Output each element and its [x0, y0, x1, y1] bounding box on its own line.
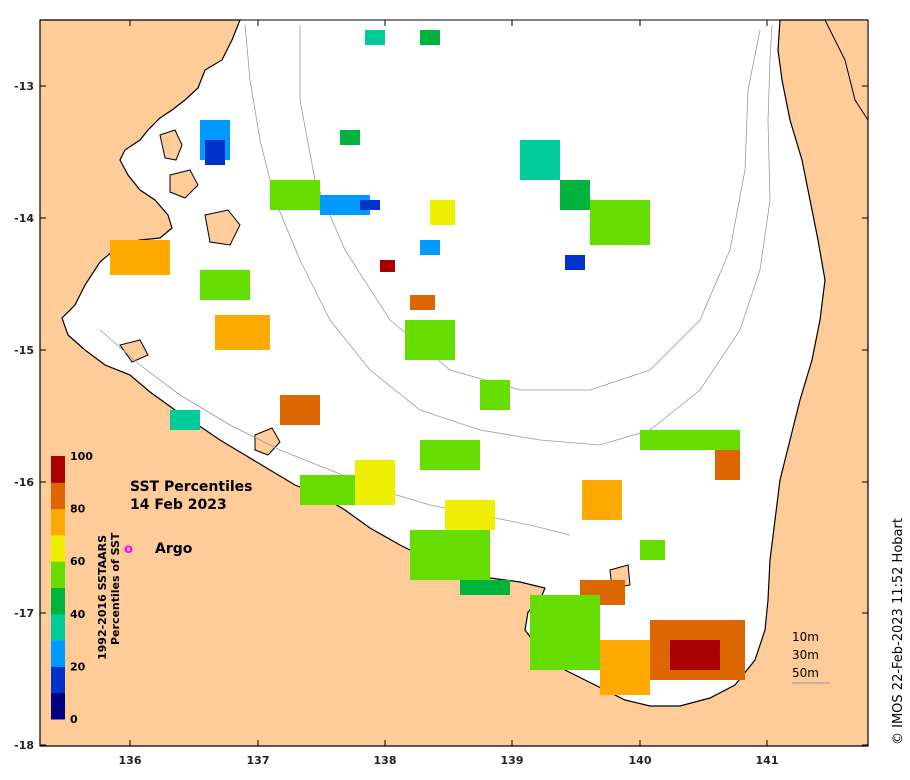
colorbar-tick-label: 60: [70, 555, 86, 568]
colorbar-segment: [51, 666, 65, 694]
island-3: [204, 209, 241, 246]
y-tick-label: -18: [14, 739, 34, 752]
depth-30m: 30m: [792, 648, 819, 662]
land-west: [39, 19, 869, 747]
colorbar-segment: [51, 508, 65, 536]
x-tick-label: 138: [374, 754, 397, 767]
credit-text: © IMOS 22-Feb-2023 11:52 Hobart: [891, 518, 906, 745]
y-tick-label: -17: [14, 607, 34, 620]
map-title: SST Percentiles: [130, 479, 253, 495]
colorbar-tick-label: 40: [70, 608, 86, 621]
colorbar-tick-label: 80: [70, 503, 86, 516]
island-2: [169, 169, 199, 199]
colorbar-segment: [51, 613, 65, 641]
island-5: [254, 427, 281, 456]
islands: [119, 19, 869, 589]
depth-10m: 10m: [792, 630, 819, 644]
colorbar-segment: [51, 587, 65, 615]
colorbar-tick-label: 0: [70, 713, 78, 726]
x-tick-label: 137: [247, 754, 270, 767]
map-date: 14 Feb 2023: [130, 497, 227, 513]
colorbar-segment: [51, 640, 65, 667]
colorbar-segment: [51, 456, 65, 483]
colorbar-tick-label: 20: [70, 660, 86, 673]
sst-patches: [110, 30, 745, 695]
y-tick-label: -16: [14, 476, 34, 489]
colorbar-title-2: Percentiles of SST: [109, 532, 122, 645]
y-axis: -13 -14 -15 -16 -17 -18: [14, 80, 868, 752]
colorbar-segment: [51, 534, 65, 562]
argo-label: Argo: [155, 541, 193, 557]
y-tick-label: -15: [14, 344, 34, 357]
colorbar: 0 20 40 60 80 100: [51, 450, 93, 726]
island-4: [119, 339, 149, 363]
x-tick-label: 136: [119, 754, 142, 767]
colorbar-segment: [51, 692, 65, 720]
y-tick-label: -13: [14, 80, 34, 93]
x-axis: 136 137 138 139 140 141: [119, 20, 779, 767]
colorbar-title-1: 1992-2016 SSTAARS: [96, 535, 109, 660]
y-tick-label: -14: [14, 212, 34, 225]
x-tick-label: 141: [756, 754, 779, 767]
land: [39, 19, 869, 747]
depth-legend: 10m 30m 50m: [792, 630, 830, 684]
x-tick-label: 139: [501, 754, 524, 767]
x-tick-label: 140: [629, 754, 652, 767]
colorbar-segment: [51, 482, 65, 510]
argo-symbol: o: [124, 542, 133, 557]
map-frame: [39, 19, 869, 747]
depth-50m: 50m: [792, 666, 819, 680]
colorbar-segment: [51, 561, 65, 588]
colorbar-tick-label: 100: [70, 450, 93, 463]
island-1: [159, 129, 183, 161]
